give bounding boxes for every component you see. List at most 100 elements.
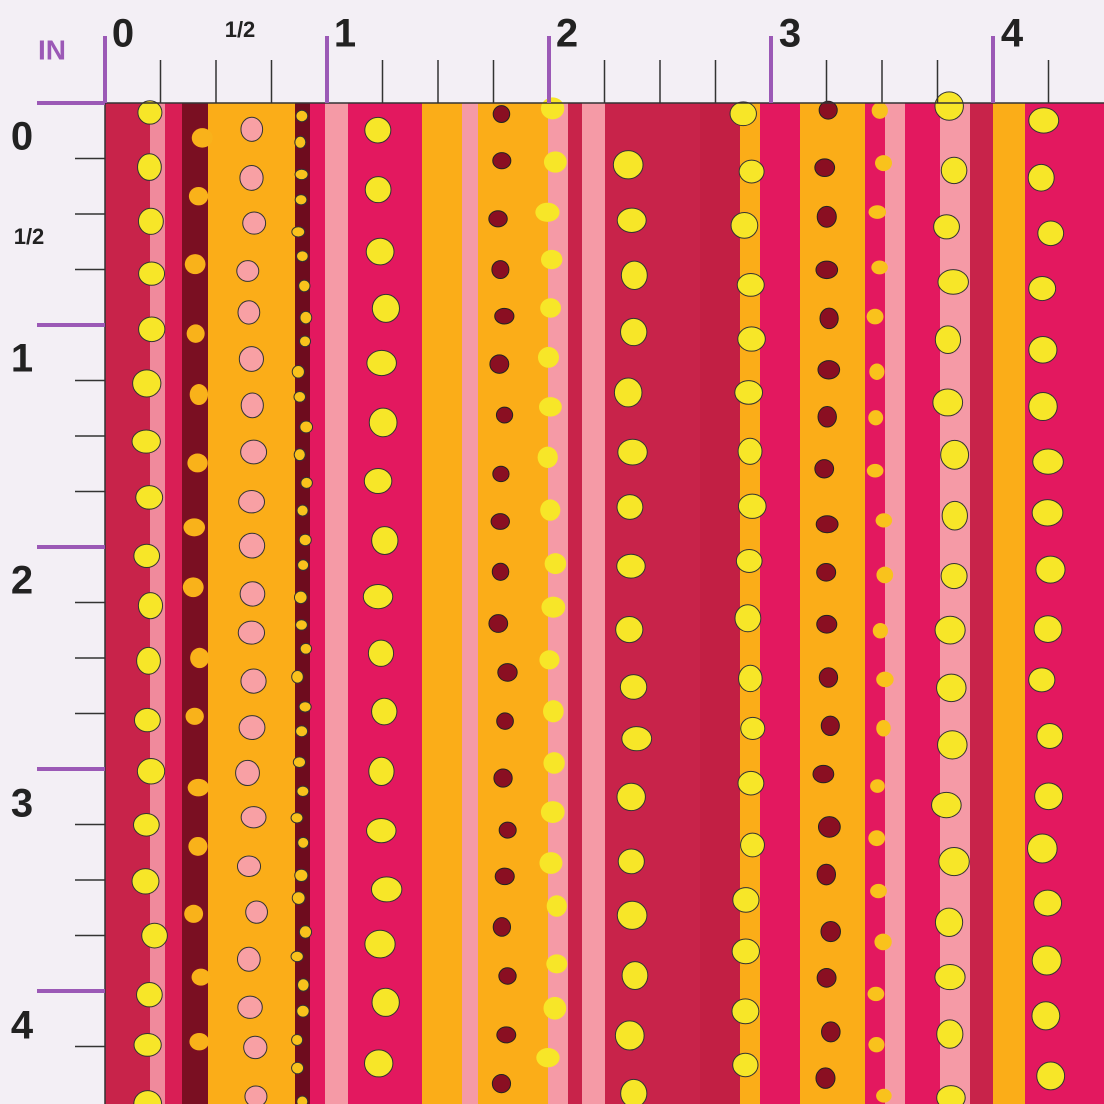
dot: [731, 938, 760, 965]
dot: [297, 978, 310, 992]
ruler: IN 0 1/2 1 2 3 4 0 1/2 1 2 3 4: [11, 12, 1050, 1048]
dot: [492, 105, 511, 123]
dot: [730, 211, 759, 239]
dot: [934, 964, 966, 991]
dot: [290, 950, 304, 963]
dot: [817, 816, 841, 838]
dot: [814, 459, 835, 479]
stripe: [462, 103, 478, 1104]
dot: [291, 365, 305, 379]
dot: [818, 667, 839, 688]
dot: [820, 715, 840, 737]
dot: [242, 211, 267, 235]
dot: [137, 207, 164, 235]
dot: [1027, 163, 1055, 192]
dot: [299, 310, 313, 325]
stripe: [568, 103, 582, 1104]
dot: [734, 380, 764, 405]
dot: [184, 904, 204, 923]
dot: [187, 453, 208, 473]
dot: [737, 770, 765, 796]
dot: [236, 946, 261, 972]
dot: [817, 406, 837, 428]
dot: [236, 260, 260, 282]
dot: [614, 1020, 645, 1051]
dot: [871, 260, 888, 275]
dot: [240, 392, 264, 419]
dot: [496, 712, 514, 730]
dot: [817, 360, 841, 380]
dot: [189, 384, 209, 406]
top-label: 4: [1001, 12, 1024, 56]
dot: [244, 1085, 268, 1104]
dot: [296, 1095, 309, 1104]
dot: [1033, 615, 1063, 643]
dot: [296, 785, 310, 797]
stripe: [993, 103, 1025, 1104]
stripe: [940, 103, 970, 1104]
dot: [132, 369, 162, 398]
dot: [539, 852, 563, 874]
dot: [871, 102, 888, 119]
dot: [299, 335, 312, 348]
dot: [543, 996, 567, 1020]
dot: [936, 1085, 966, 1104]
dot: [186, 324, 205, 343]
dot: [738, 664, 763, 693]
dot: [617, 848, 645, 875]
dot: [876, 566, 894, 584]
dot: [616, 494, 644, 520]
dot: [868, 205, 887, 219]
dot: [238, 715, 266, 740]
stripe: [310, 103, 325, 1104]
left-label: 4: [11, 1004, 34, 1048]
dot: [818, 100, 838, 120]
stripe: [865, 103, 885, 1104]
dot: [616, 900, 648, 930]
dot: [188, 836, 208, 856]
dot: [816, 205, 837, 228]
fabric: [104, 91, 1104, 1104]
dot: [367, 639, 395, 667]
dot: [296, 250, 309, 263]
dot: [291, 891, 306, 905]
dot: [543, 151, 567, 173]
top-label: 1: [334, 12, 356, 56]
dot: [869, 363, 885, 380]
dot: [238, 490, 266, 514]
dot: [732, 1052, 759, 1078]
dot: [543, 752, 565, 774]
dot: [540, 97, 565, 120]
dot: [493, 768, 513, 788]
dot: [1033, 889, 1063, 917]
dot: [934, 907, 964, 938]
dot: [235, 759, 260, 787]
dot: [237, 995, 263, 1019]
dot: [237, 300, 261, 325]
dot: [293, 590, 308, 605]
dot: [819, 307, 839, 330]
dot: [293, 448, 306, 462]
dot: [541, 596, 566, 618]
dot: [183, 518, 206, 537]
dot: [131, 868, 160, 895]
dot: [1031, 499, 1064, 527]
dot: [300, 476, 313, 489]
dot: [940, 439, 970, 470]
top-label: 3: [779, 12, 801, 56]
dot: [141, 922, 168, 949]
dot: [291, 670, 304, 684]
stripe: [970, 103, 993, 1104]
dot: [1028, 336, 1058, 364]
dot: [937, 269, 969, 295]
dot: [298, 279, 311, 293]
dot: [940, 156, 968, 185]
dot: [494, 307, 515, 325]
dot: [292, 756, 307, 769]
dot: [616, 782, 646, 812]
dot: [617, 438, 648, 466]
dot: [875, 513, 893, 528]
stripe: [605, 103, 700, 1104]
dot: [740, 832, 765, 858]
